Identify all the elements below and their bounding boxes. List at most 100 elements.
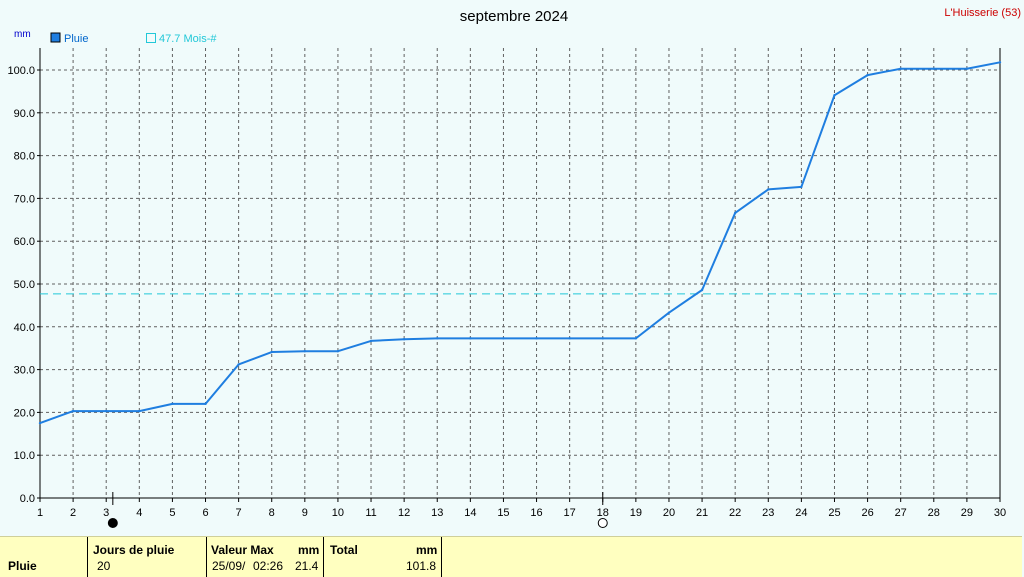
x-tick-label: 26 <box>861 507 873 519</box>
y-tick-label: 60.0 <box>14 236 35 248</box>
summary-total-cell: Total mm 101.8 <box>324 537 442 577</box>
max-date: 25/09/ <box>212 559 246 573</box>
y-tick-label: 70.0 <box>14 193 35 205</box>
legend-reference-label: 47.7 Mois-# <box>159 33 217 45</box>
total-header: Total <box>330 543 358 557</box>
x-tick-label: 6 <box>202 507 208 519</box>
x-tick-label: 4 <box>136 507 142 519</box>
x-tick-label: 7 <box>236 507 242 519</box>
summary-table: Pluie Jours de pluie 20 Valeur Max mm 25… <box>0 536 1022 577</box>
legend-series-swatch <box>50 32 61 43</box>
x-tick-label: 28 <box>928 507 940 519</box>
y-tick-label: 80.0 <box>14 151 35 163</box>
data-point <box>369 339 373 343</box>
x-tick-label: 12 <box>398 507 410 519</box>
x-tick-label: 27 <box>895 507 907 519</box>
x-tick-label: 16 <box>530 507 542 519</box>
x-tick-label: 9 <box>302 507 308 519</box>
data-point <box>998 61 1002 64</box>
legend-series-label: Pluie <box>64 33 88 45</box>
data-point <box>38 421 42 425</box>
data-point <box>800 185 803 189</box>
total-value: 101.8 <box>406 559 437 573</box>
rain-chart: septembre 2024 L'Huisserie (53) mm Pluie… <box>7 7 1021 528</box>
summary-row-label: Pluie <box>8 559 37 573</box>
data-point <box>105 409 108 413</box>
data-point <box>965 67 969 70</box>
data-point <box>171 402 174 406</box>
data-point <box>436 337 439 340</box>
data-point <box>601 337 604 340</box>
x-tick-label: 15 <box>497 507 509 519</box>
y-tick-label: 100.0 <box>7 65 35 77</box>
data-point <box>502 337 505 340</box>
summary-max-cell: Valeur Max mm 25/09/ 02:26 21.4 <box>207 537 324 577</box>
y-tick-label: 40.0 <box>14 322 35 334</box>
max-time: 02:26 <box>253 559 284 573</box>
data-point <box>138 409 141 413</box>
y-tick-label: 50.0 <box>14 279 35 291</box>
max-unit: mm <box>298 543 320 557</box>
data-point <box>833 94 836 97</box>
station-name: L'Huisserie (53) <box>944 7 1021 19</box>
legend: Pluie 47.7 Mois-# <box>50 32 217 45</box>
data-point <box>568 337 571 340</box>
y-tick-label: 10.0 <box>14 450 35 462</box>
data-point <box>700 288 704 292</box>
y-tick-label: 20.0 <box>14 407 35 419</box>
x-tick-label: 10 <box>332 507 344 519</box>
max-value: 21.4 <box>295 559 319 573</box>
chart-title: septembre 2024 <box>460 8 568 25</box>
x-tick-label: 17 <box>564 507 576 519</box>
data-point <box>767 188 770 191</box>
y-tick-label: 0.0 <box>20 493 35 505</box>
summary-row-label-cell: Pluie <box>0 537 88 577</box>
x-tick-label: 13 <box>431 507 443 519</box>
data-point <box>336 349 340 353</box>
x-tick-label: 18 <box>597 507 609 519</box>
data-point <box>204 402 207 406</box>
data-point <box>402 338 406 341</box>
x-axis-ticks: 1 2 3 4 5 6 7 8 9 10 11 12 13 14 15 16 17 18 19 20 21 22 23 24 2… <box>37 498 1006 519</box>
moon-phases <box>107 492 608 528</box>
data-point <box>932 67 935 70</box>
x-tick-label: 3 <box>103 507 109 519</box>
legend-reference-swatch <box>146 33 156 43</box>
x-tick-label: 20 <box>663 507 675 519</box>
y-tick-label: 30.0 <box>14 365 35 377</box>
data-point <box>469 337 472 340</box>
x-tick-label: 21 <box>696 507 708 519</box>
data-point <box>71 409 75 413</box>
x-tick-label: 25 <box>828 507 840 519</box>
data-point <box>866 73 869 77</box>
grid <box>39 48 1001 499</box>
max-header: Valeur Max <box>211 543 274 557</box>
y-axis-unit: mm <box>14 29 31 40</box>
summary-days-cell: Jours de pluie 20 <box>88 537 207 577</box>
data-point <box>535 337 538 340</box>
days-value: 20 <box>97 559 111 573</box>
x-tick-label: 22 <box>729 507 741 519</box>
series-pluie <box>38 61 1002 425</box>
x-tick-label: 30 <box>994 507 1006 519</box>
x-tick-label: 1 <box>37 507 43 519</box>
total-unit: mm <box>416 543 438 557</box>
x-tick-label: 2 <box>70 507 76 519</box>
y-tick-label: 90.0 <box>14 108 35 120</box>
data-point <box>270 350 273 354</box>
x-tick-label: 11 <box>365 507 376 519</box>
data-point <box>733 211 737 215</box>
data-point <box>237 363 240 366</box>
x-tick-label: 5 <box>169 507 175 519</box>
series-line-pluie <box>39 61 1001 425</box>
full-moon-icon <box>597 518 608 528</box>
x-tick-label: 29 <box>961 507 973 519</box>
x-tick-label: 14 <box>464 507 476 519</box>
data-point <box>634 337 638 340</box>
data-point <box>899 67 902 70</box>
data-point <box>667 311 671 314</box>
x-tick-label: 24 <box>795 507 807 519</box>
days-header: Jours de pluie <box>93 543 175 557</box>
new-moon-icon <box>107 518 118 528</box>
x-tick-label: 19 <box>630 507 642 519</box>
